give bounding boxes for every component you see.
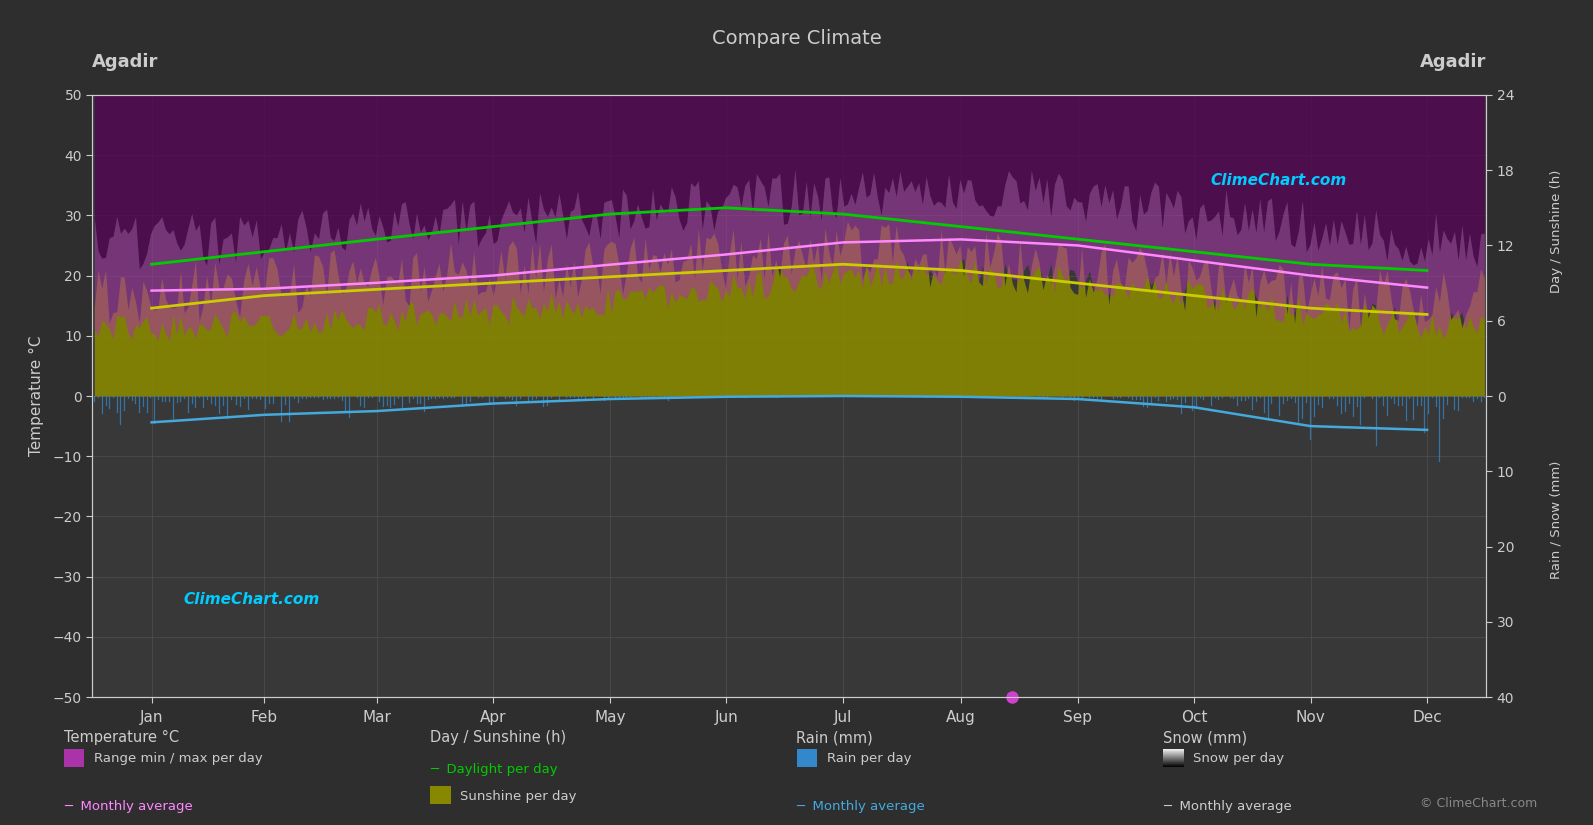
Text: Snow per day: Snow per day [1193,752,1284,765]
Text: Rain / Snow (mm): Rain / Snow (mm) [1550,460,1563,579]
Text: ClimeChart.com: ClimeChart.com [1211,173,1348,188]
Text: Snow (mm): Snow (mm) [1163,730,1247,745]
Text: Range min / max per day: Range min / max per day [94,752,263,765]
Text: ─  Monthly average: ─ Monthly average [796,800,926,813]
Text: ─  Monthly average: ─ Monthly average [1163,800,1292,813]
Text: ─  Monthly average: ─ Monthly average [64,800,193,813]
Text: Agadir: Agadir [92,53,159,71]
Text: Compare Climate: Compare Climate [712,29,881,48]
Text: Sunshine per day: Sunshine per day [460,790,577,803]
Text: Temperature °C: Temperature °C [64,730,178,745]
Text: Rain per day: Rain per day [827,752,911,765]
Text: Day / Sunshine (h): Day / Sunshine (h) [430,730,566,745]
Text: ClimeChart.com: ClimeChart.com [183,592,319,607]
Text: Day / Sunshine (h): Day / Sunshine (h) [1550,169,1563,293]
Y-axis label: Temperature °C: Temperature °C [29,336,45,456]
Text: ─  Daylight per day: ─ Daylight per day [430,763,558,776]
Text: © ClimeChart.com: © ClimeChart.com [1419,797,1537,810]
Text: Agadir: Agadir [1419,53,1486,71]
Text: Rain (mm): Rain (mm) [796,730,873,745]
